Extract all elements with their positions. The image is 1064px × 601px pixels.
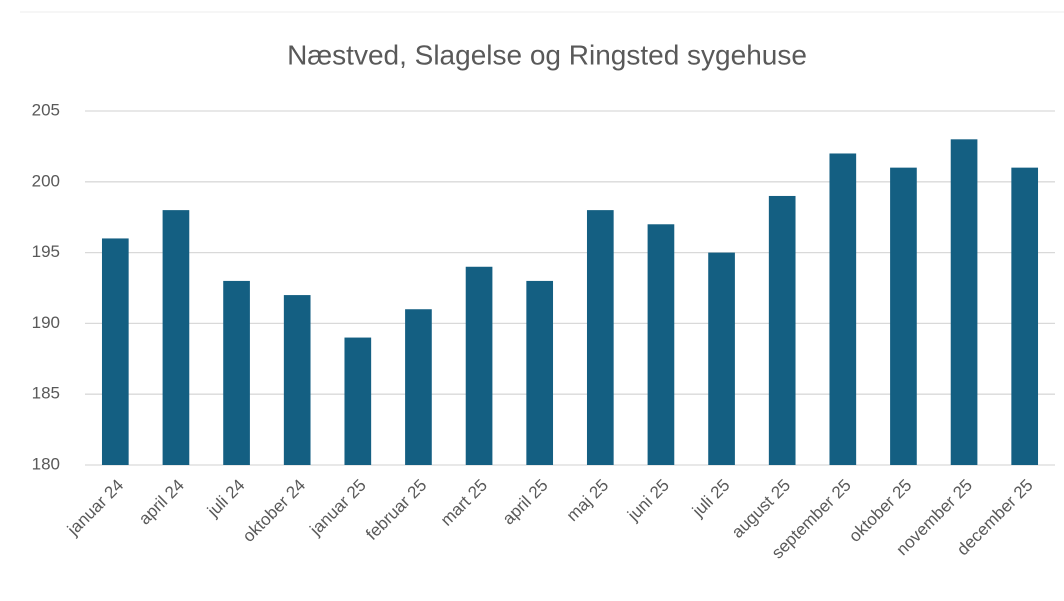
x-tick-label: januar 24 [63,476,127,540]
bar [1011,167,1039,465]
y-tick-label: 185 [32,384,60,403]
x-tick-label: januar 25 [306,476,370,540]
bar [162,210,190,465]
x-tick-label: april 25 [499,476,552,529]
bar [101,238,129,465]
y-tick-label: 200 [32,171,60,190]
y-tick-label: 190 [32,313,60,332]
x-tick-label: juni 25 [623,476,673,526]
bar [344,337,372,465]
bar [586,210,614,465]
x-tick-label: juli 24 [203,476,249,522]
x-tick-label: februar 25 [362,476,430,544]
x-tick-label: mart 25 [437,476,491,530]
y-tick-label: 180 [32,454,60,473]
x-tick-label: april 24 [135,476,188,529]
bar [950,139,978,465]
bar [768,195,796,465]
x-tick-label: oktober 24 [239,476,309,546]
x-tick-label: maj 25 [563,476,613,526]
bar [890,167,917,465]
bar [708,252,735,465]
bar [223,280,250,465]
chart-title: Næstved, Slagelse og Ringsted sygehuse [287,39,807,70]
bar [647,224,675,465]
x-tick-label: juli 25 [688,476,734,522]
bar [405,309,432,465]
bar [526,280,554,465]
bar [829,153,857,466]
bar [465,266,493,465]
y-tick-label: 205 [32,100,60,119]
y-tick-label: 195 [32,242,60,261]
bar [283,295,311,465]
